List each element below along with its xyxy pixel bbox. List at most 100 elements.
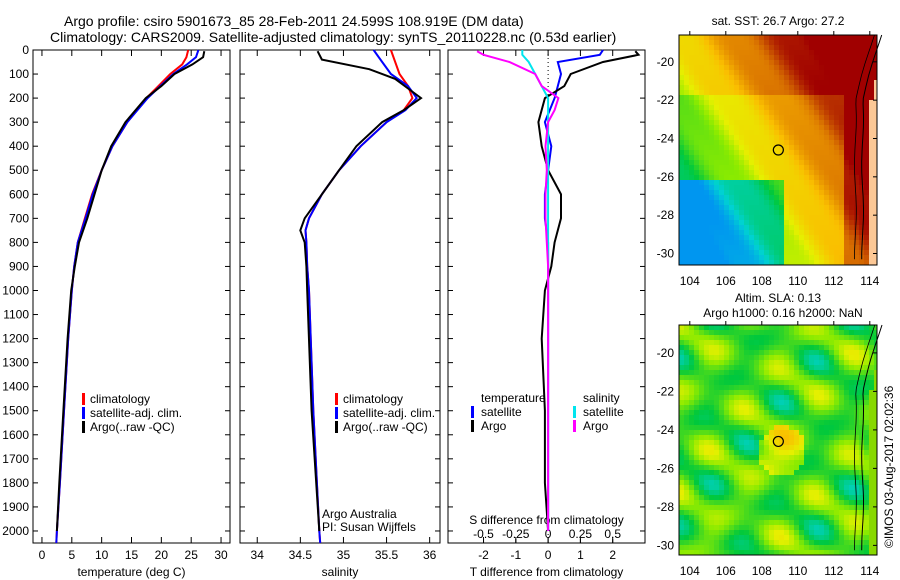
map-cell	[869, 425, 874, 430]
map-cell	[874, 525, 877, 530]
map-cell	[814, 185, 819, 190]
map-cell	[744, 55, 749, 60]
map-cell	[729, 405, 734, 410]
map-cell	[829, 205, 834, 210]
map-cell	[844, 235, 849, 240]
map-cell	[699, 240, 704, 245]
map-cell	[744, 385, 749, 390]
map-cell	[874, 455, 877, 460]
map-cell	[704, 105, 709, 110]
map-cell	[784, 225, 789, 230]
map-cell	[789, 130, 794, 135]
map-cell	[779, 230, 784, 235]
map-cell	[719, 230, 724, 235]
map-cell	[794, 520, 799, 525]
map-cell	[714, 445, 719, 450]
map-cell	[714, 540, 719, 545]
legend-label: Argo	[583, 419, 609, 433]
map-cell	[864, 260, 869, 265]
map-cell	[754, 120, 759, 125]
map-cell	[864, 125, 869, 130]
map-cell	[829, 105, 834, 110]
map-cell	[689, 475, 694, 480]
map-cell	[684, 370, 689, 375]
map-cell	[859, 385, 864, 390]
map-cell	[854, 330, 859, 335]
map-cell	[864, 65, 869, 70]
map-cell	[774, 120, 779, 125]
map-cell	[769, 410, 774, 415]
map-cell	[814, 520, 819, 525]
map-cell	[739, 155, 744, 160]
map-cell	[854, 170, 859, 175]
map-cell	[869, 525, 874, 530]
map-cell	[754, 165, 759, 170]
map-cell	[794, 50, 799, 55]
map-cell	[704, 440, 709, 445]
map-cell	[734, 425, 739, 430]
map-cell	[699, 65, 704, 70]
map-cell	[814, 450, 819, 455]
map-cell	[764, 510, 769, 515]
map-cell	[829, 215, 834, 220]
map-cell	[679, 420, 684, 425]
map-cell	[699, 325, 704, 330]
map-cell	[739, 365, 744, 370]
map-cell	[724, 335, 729, 340]
map-cell	[834, 40, 839, 45]
map-cell	[819, 375, 824, 380]
map-cell	[724, 405, 729, 410]
map-cell	[869, 115, 874, 120]
map-cell	[739, 345, 744, 350]
map-cell	[754, 185, 759, 190]
map-cell	[769, 125, 774, 130]
x-tick-label: -2	[478, 548, 489, 562]
map-cell	[704, 425, 709, 430]
map-cell	[794, 45, 799, 50]
map-cell	[729, 530, 734, 535]
map-cell	[724, 250, 729, 255]
map-cell	[734, 175, 739, 180]
map-cell	[749, 245, 754, 250]
map-cell	[834, 140, 839, 145]
map-cell	[689, 485, 694, 490]
map-cell	[779, 325, 784, 330]
map-cell	[724, 175, 729, 180]
map-cell	[694, 525, 699, 530]
map-cell	[829, 390, 834, 395]
map-cell	[729, 235, 734, 240]
map-cell	[704, 335, 709, 340]
map-cell	[694, 360, 699, 365]
map-cell	[714, 255, 719, 260]
map-cell	[744, 235, 749, 240]
map-cell	[709, 365, 714, 370]
map-cell	[684, 215, 689, 220]
map-cell	[834, 355, 839, 360]
map-cell	[779, 125, 784, 130]
map-cell	[679, 120, 684, 125]
map-cell	[784, 205, 789, 210]
map-cell	[759, 500, 764, 505]
map-cell	[734, 185, 739, 190]
map-cell	[749, 220, 754, 225]
map-cell	[869, 350, 874, 355]
coastline	[861, 324, 883, 551]
map-cell	[754, 530, 759, 535]
map-cell	[684, 395, 689, 400]
map-cell	[779, 500, 784, 505]
map-cell	[814, 340, 819, 345]
map-cell	[769, 100, 774, 105]
map-cell	[749, 120, 754, 125]
map-cell	[704, 250, 709, 255]
map-cell	[694, 185, 699, 190]
map-cell	[769, 65, 774, 70]
map-cell	[769, 535, 774, 540]
map-cell	[734, 80, 739, 85]
map-cell	[754, 350, 759, 355]
map-cell	[694, 480, 699, 485]
map-cell	[714, 190, 719, 195]
map-cell	[834, 420, 839, 425]
map-cell	[719, 550, 724, 555]
map-cell	[869, 385, 874, 390]
map-cell	[754, 175, 759, 180]
